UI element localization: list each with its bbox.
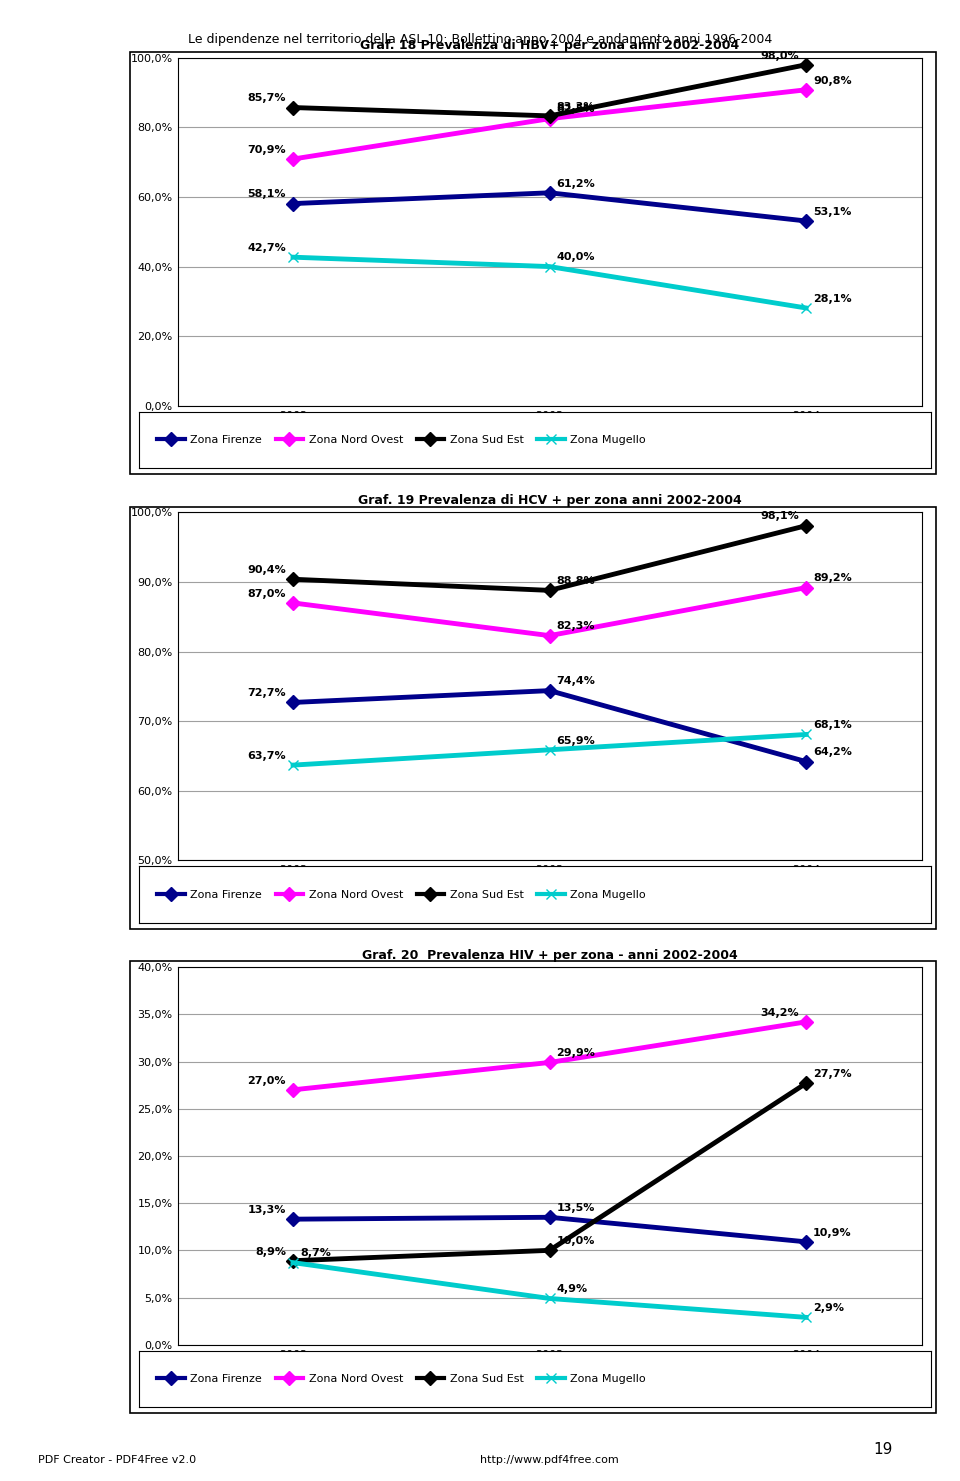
Text: 42,7%: 42,7%: [248, 243, 286, 253]
Text: 8,9%: 8,9%: [255, 1247, 286, 1256]
Text: 98,0%: 98,0%: [760, 50, 800, 61]
Text: 89,2%: 89,2%: [813, 573, 852, 584]
Text: 29,9%: 29,9%: [557, 1049, 595, 1059]
Text: 90,8%: 90,8%: [813, 76, 852, 86]
Text: 72,7%: 72,7%: [248, 689, 286, 698]
Text: 13,5%: 13,5%: [557, 1203, 595, 1213]
Text: 82,3%: 82,3%: [557, 622, 595, 631]
Legend: Zona Firenze, Zona Nord Ovest, Zona Sud Est, Zona Mugello: Zona Firenze, Zona Nord Ovest, Zona Sud …: [153, 431, 651, 449]
Text: 10,0%: 10,0%: [557, 1237, 595, 1246]
Title: Graf. 19 Prevalenza di HCV + per zona anni 2002-2004: Graf. 19 Prevalenza di HCV + per zona an…: [358, 495, 741, 507]
Legend: Zona Firenze, Zona Nord Ovest, Zona Sud Est, Zona Mugello: Zona Firenze, Zona Nord Ovest, Zona Sud …: [153, 1370, 651, 1388]
Text: 61,2%: 61,2%: [557, 179, 595, 188]
Text: 58,1%: 58,1%: [248, 190, 286, 200]
Text: 19: 19: [874, 1442, 893, 1457]
Text: 27,7%: 27,7%: [813, 1069, 852, 1080]
Text: 65,9%: 65,9%: [557, 736, 595, 745]
Text: 4,9%: 4,9%: [557, 1284, 588, 1294]
Text: 53,1%: 53,1%: [813, 207, 852, 216]
Text: http://www.pdf4free.com: http://www.pdf4free.com: [480, 1456, 619, 1465]
Text: Le dipendenze nel territorio della ASL 10: Bollettino anno 2004 e andamento anni: Le dipendenze nel territorio della ASL 1…: [188, 33, 772, 46]
Text: 74,4%: 74,4%: [557, 677, 595, 687]
Text: 88,8%: 88,8%: [557, 576, 595, 586]
Text: 28,1%: 28,1%: [813, 293, 852, 304]
Text: 27,0%: 27,0%: [248, 1075, 286, 1086]
Text: 98,1%: 98,1%: [760, 511, 800, 521]
Text: 90,4%: 90,4%: [248, 566, 286, 575]
Text: PDF Creator - PDF4Free v2.0: PDF Creator - PDF4Free v2.0: [38, 1456, 197, 1465]
Text: 83,3%: 83,3%: [557, 102, 595, 111]
Text: 63,7%: 63,7%: [248, 751, 286, 761]
Text: 68,1%: 68,1%: [813, 720, 852, 730]
Text: 87,0%: 87,0%: [248, 589, 286, 598]
Legend: Zona Firenze, Zona Nord Ovest, Zona Sud Est, Zona Mugello: Zona Firenze, Zona Nord Ovest, Zona Sud …: [153, 886, 651, 903]
Text: 64,2%: 64,2%: [813, 748, 852, 757]
Text: 82,5%: 82,5%: [557, 105, 595, 114]
Text: 10,9%: 10,9%: [813, 1228, 852, 1238]
Text: 40,0%: 40,0%: [557, 252, 595, 262]
Text: 85,7%: 85,7%: [248, 93, 286, 104]
Text: 2,9%: 2,9%: [813, 1303, 844, 1314]
Text: 13,3%: 13,3%: [248, 1206, 286, 1214]
Text: 70,9%: 70,9%: [248, 145, 286, 156]
Title: Graf. 20  Prevalenza HIV + per zona - anni 2002-2004: Graf. 20 Prevalenza HIV + per zona - ann…: [362, 949, 737, 961]
Text: 34,2%: 34,2%: [760, 1007, 800, 1017]
Title: Graf. 18 Prevalenza di HBV+ per zona anni 2002-2004: Graf. 18 Prevalenza di HBV+ per zona ann…: [360, 40, 739, 52]
Text: 8,7%: 8,7%: [300, 1248, 331, 1259]
